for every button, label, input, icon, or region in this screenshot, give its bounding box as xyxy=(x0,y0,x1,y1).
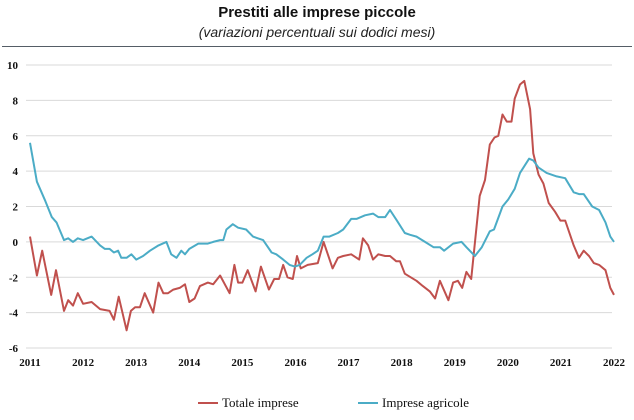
series-lines xyxy=(29,79,615,332)
legend: Totale imprese Imprese agricole xyxy=(198,395,469,410)
x-axis-ticks: 2011 2012 2013 2014 2015 2016 2017 2018 2019 2020… xyxy=(19,357,625,369)
x-tick-label: 2014 xyxy=(178,357,201,369)
y-tick-label: -4 xyxy=(9,308,19,320)
y-tick-label: -2 xyxy=(9,272,19,284)
x-tick-label: 2012 xyxy=(72,357,95,369)
series-line-1 xyxy=(29,142,615,268)
x-tick-label: 2020 xyxy=(497,357,520,369)
legend-label: Imprese agricole xyxy=(382,395,469,410)
x-tick-label: 2015 xyxy=(231,357,254,369)
x-tick-label: 2016 xyxy=(284,357,307,369)
x-tick-label: 2022 xyxy=(603,357,626,369)
y-axis-ticks: 10 8 6 4 2 0 -2 -4 -6 xyxy=(7,60,19,355)
x-tick-label: 2011 xyxy=(19,357,40,369)
chart-title: Prestiti alle imprese piccole xyxy=(218,4,416,21)
y-tick-label: 0 xyxy=(13,237,19,249)
x-tick-label: 2017 xyxy=(338,357,361,369)
x-tick-label: 2013 xyxy=(125,357,148,369)
y-tick-label: 10 xyxy=(7,60,19,72)
x-tick-label: 2018 xyxy=(391,357,414,369)
y-tick-label: 2 xyxy=(13,202,19,214)
title-divider xyxy=(2,46,632,47)
y-tick-label: -6 xyxy=(9,343,19,355)
y-tick-label: 6 xyxy=(13,131,19,143)
y-tick-label: 4 xyxy=(13,166,19,178)
gridlines xyxy=(26,64,612,349)
legend-label: Totale imprese xyxy=(222,395,299,410)
x-tick-label: 2019 xyxy=(444,357,467,369)
y-tick-label: 8 xyxy=(13,95,19,107)
x-tick-label: 2021 xyxy=(550,357,572,369)
chart-subtitle: (variazioni percentuali sui dodici mesi) xyxy=(198,24,436,40)
series-line-0 xyxy=(29,79,615,332)
